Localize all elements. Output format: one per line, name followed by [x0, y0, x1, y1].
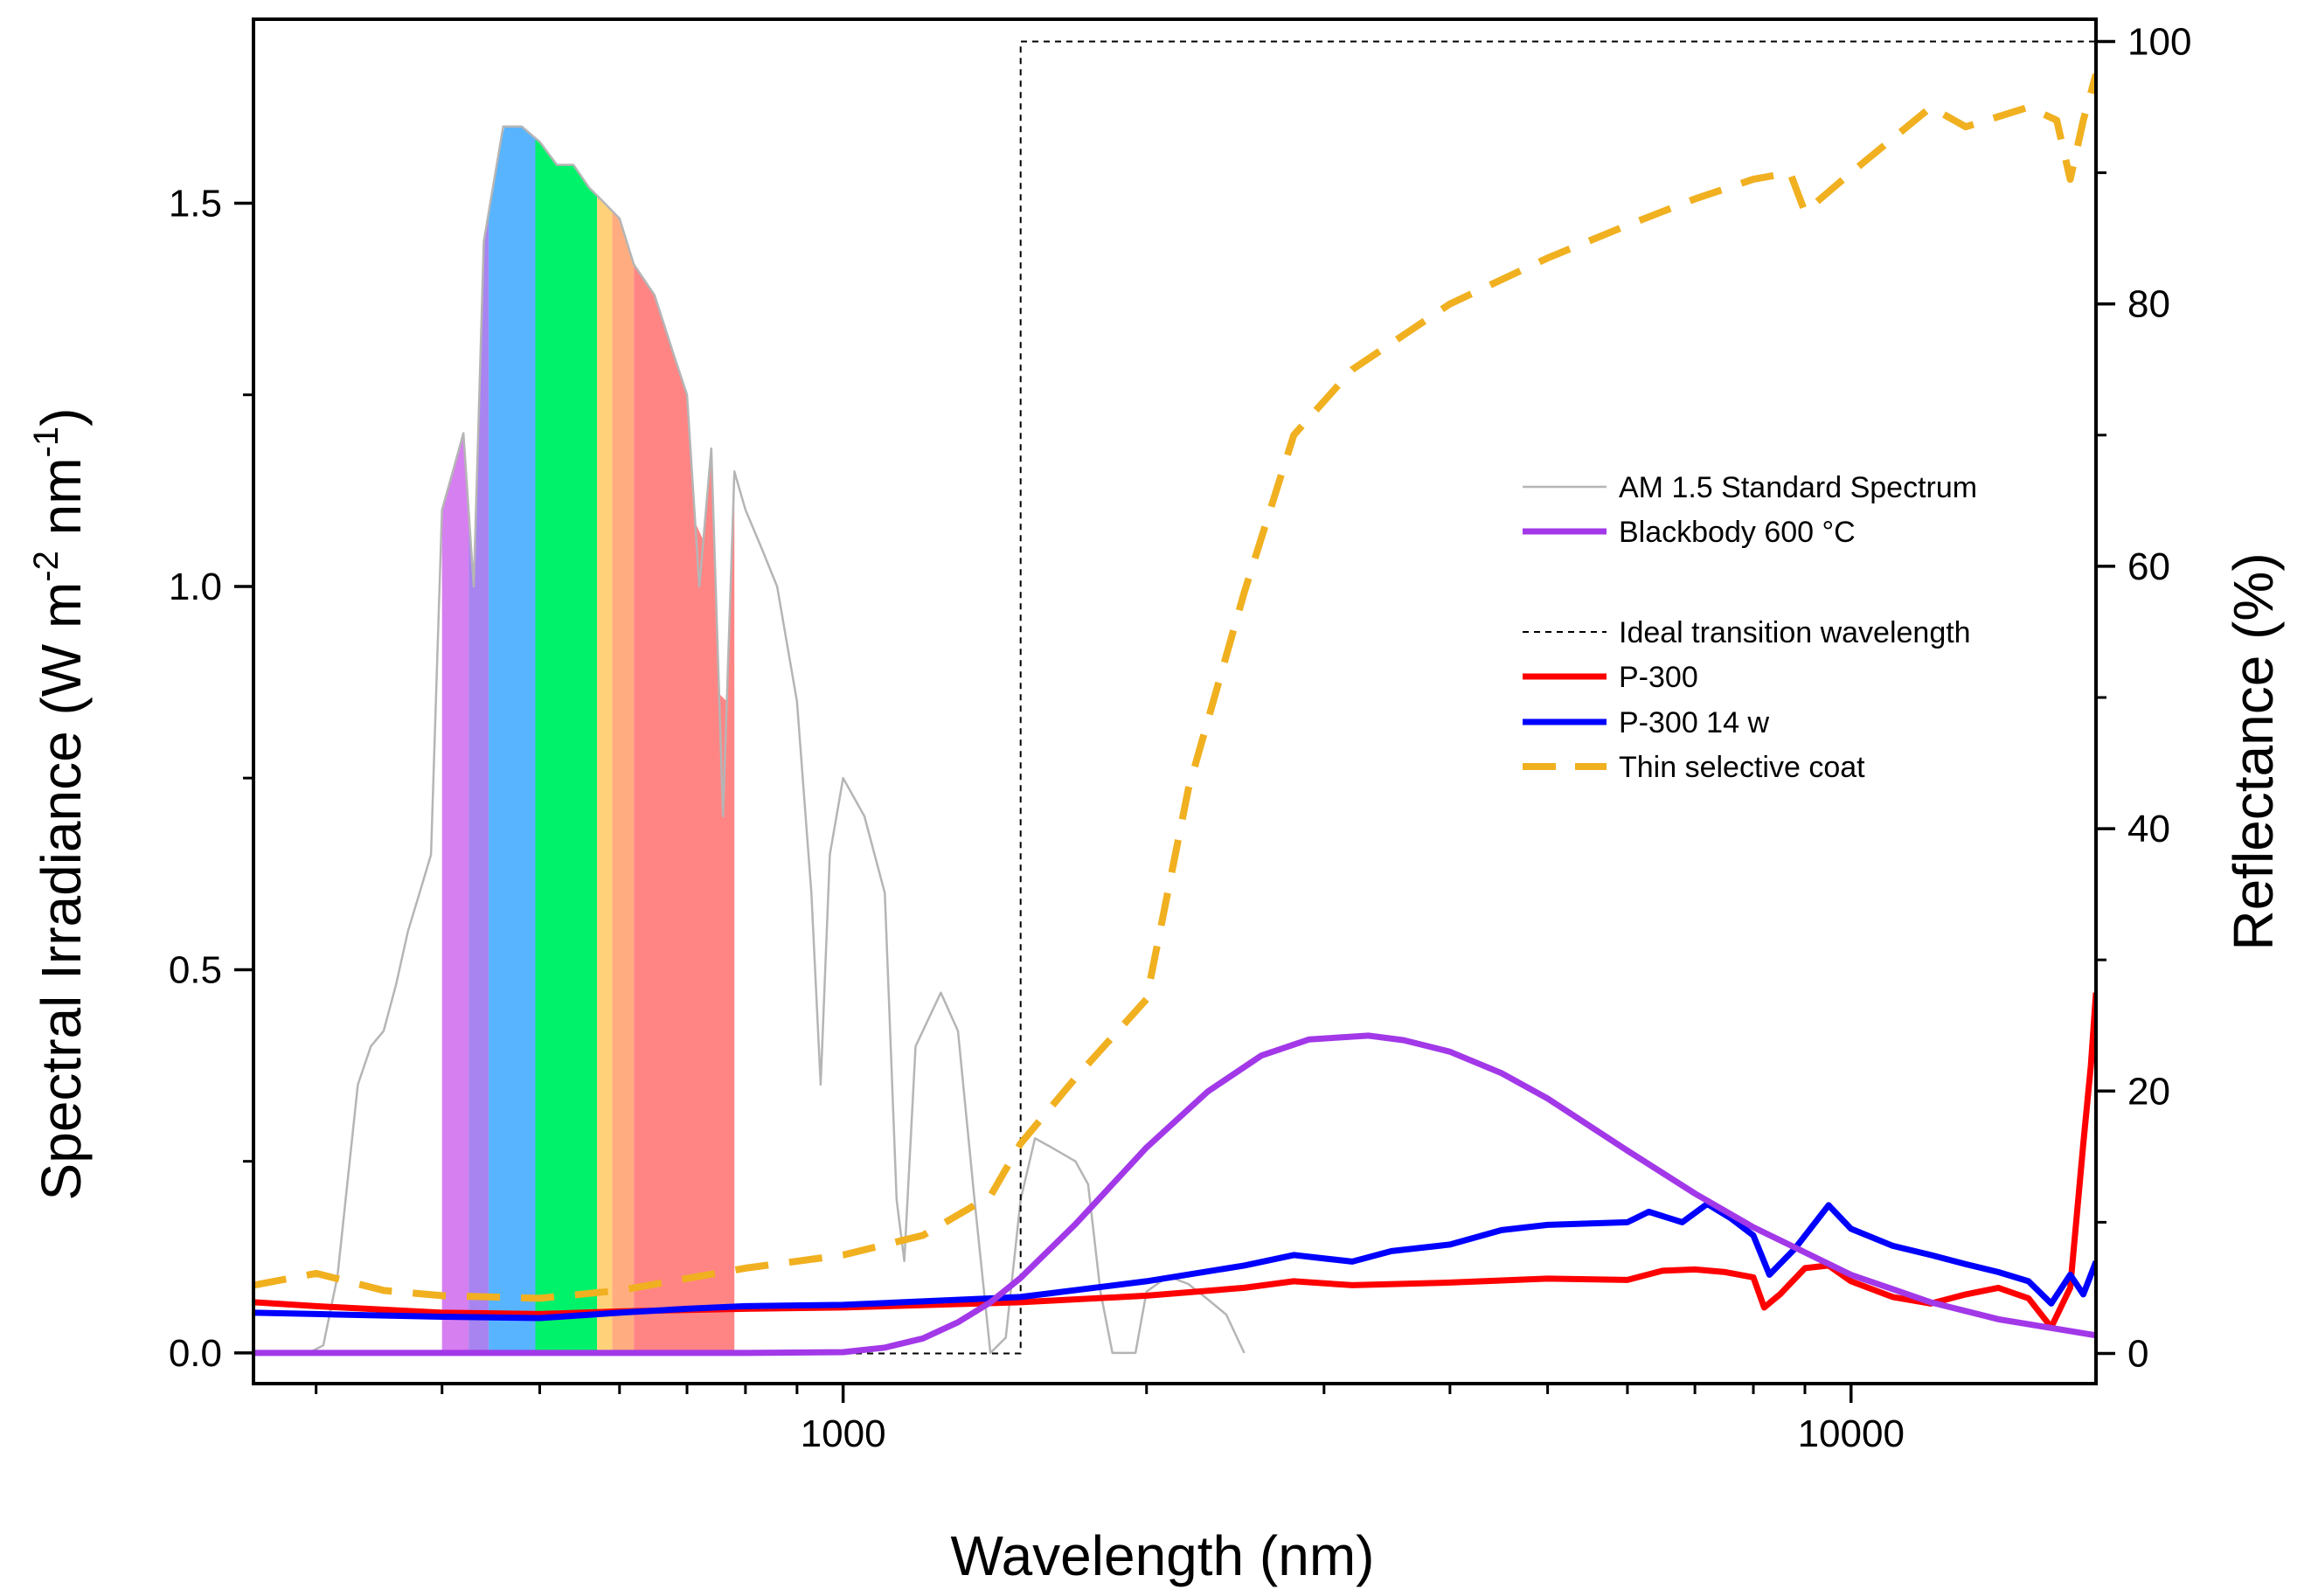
plot-area: [253, 40, 2096, 1357]
series-line-ideal-transition-wavelength: [253, 40, 2096, 1355]
y-left-tick-label: 0.0: [169, 1332, 222, 1375]
axes: 1000 10000 0.0 0.5 1.0 1.5 0 20 40 60 80 100: [169, 17, 2191, 1455]
x-axis-title: Wavelength (nm): [951, 1524, 1375, 1587]
visible-band-5: [597, 195, 613, 1353]
legend-label-6: Thin selective coat: [1619, 751, 1865, 784]
y-right-tick-label: 40: [2127, 808, 2170, 850]
x-tick-label: 1000: [801, 1412, 886, 1455]
y-left-tick-label: 0.5: [169, 948, 222, 991]
series-line-blackbody-600-c: [253, 1032, 2096, 1357]
visible-band-7: [634, 264, 735, 1353]
y-left-tick-label: 1.5: [169, 182, 222, 225]
visible-band-4: [535, 137, 598, 1353]
y-right-axis-title: Reflectance (%): [2222, 552, 2285, 950]
legend-label-3: Ideal transition wavelength: [1619, 616, 1971, 649]
legend-label-1: AM 1.5 Standard Spectrum: [1619, 471, 1977, 504]
y-left-tick-label: 1.0: [169, 566, 222, 608]
series-line-am-1-5-standard-spectrum: [286, 125, 1246, 1355]
y-right-tick-label: 0: [2127, 1332, 2148, 1375]
y-right-tick-label: 20: [2127, 1070, 2170, 1113]
visible-band-6: [612, 211, 635, 1353]
y-right-tick-label: 60: [2127, 545, 2170, 588]
plot-frame: [252, 17, 2098, 1385]
x-tick-label: 10000: [1798, 1412, 1905, 1455]
y-right-tick-label: 80: [2127, 283, 2170, 326]
legend-label-5: P-300 14 w: [1619, 706, 1769, 739]
series-line-thin-selective-coat: [253, 73, 2096, 1302]
series-line-p-300-14-w: [253, 1200, 2096, 1322]
visible-band-3: [489, 126, 536, 1353]
legend: AM 1.5 Standard Spectrum Blackbody 600 °C…: [1523, 471, 1977, 784]
legend-label-2: Blackbody 600 °C: [1619, 516, 1856, 549]
y-left-axis-title: Spectral Irradiance (W m-2 nm-1): [27, 408, 93, 1201]
legend-label-4: P-300: [1619, 661, 1698, 694]
visible-band-1: [441, 438, 469, 1353]
visible-band-2: [468, 212, 489, 1353]
y-right-tick-label: 100: [2127, 21, 2191, 64]
visible-color-bands: [441, 126, 735, 1353]
